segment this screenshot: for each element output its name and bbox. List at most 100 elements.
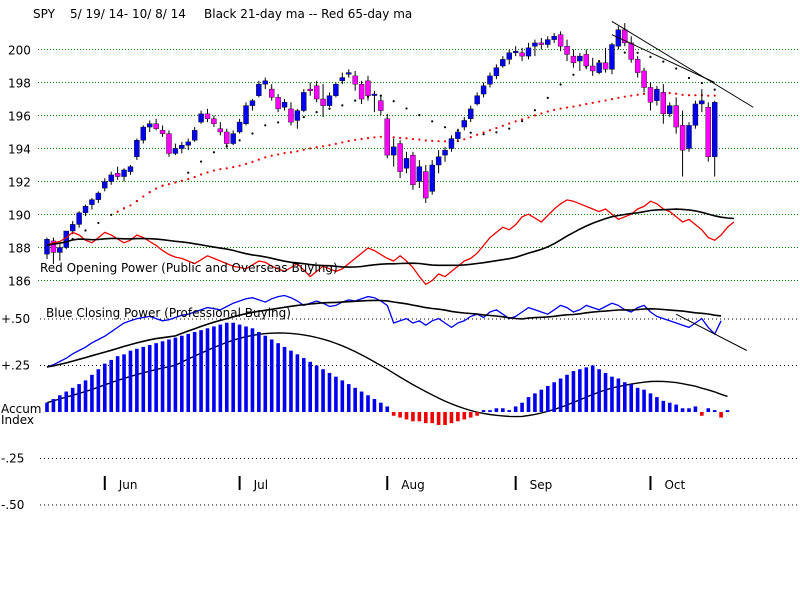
accum-bar-positive [366, 395, 370, 412]
candle-up [147, 123, 153, 128]
accum-bar-negative [449, 412, 454, 424]
month-label: Sep [530, 478, 553, 492]
accum-bar-positive [282, 346, 287, 412]
accum-bar-positive [212, 326, 216, 412]
month-label: Aug [401, 478, 424, 492]
accum-bar-positive [199, 330, 203, 412]
accum-bar-negative [436, 412, 441, 426]
ma65-dot [283, 151, 286, 155]
price-tick-label: 198 [8, 77, 31, 91]
power-lines [46, 199, 735, 418]
ma65-dot [642, 92, 646, 95]
candle-down [519, 52, 525, 57]
accum-bar-positive [488, 410, 492, 412]
accum-bar-negative [423, 412, 428, 424]
accum-bar-positive [250, 328, 255, 412]
ma21-dot [341, 104, 344, 107]
candle-down [570, 55, 577, 63]
accum-bar-positive [610, 376, 614, 412]
ma21-dot [482, 133, 485, 136]
candle-down [217, 128, 224, 133]
price-downtrend-line [611, 21, 754, 108]
accum-bar-positive [58, 395, 62, 412]
accum-bar-positive [45, 402, 49, 412]
accum-ma-line [46, 332, 728, 418]
ma65-dot [546, 110, 549, 113]
price-channel-line [611, 34, 715, 83]
accum-bar-positive [154, 343, 158, 412]
accum-bar-positive [372, 398, 377, 412]
ma65-dot [199, 173, 203, 176]
accum-bar-positive [558, 378, 563, 412]
accum-bar-positive [661, 400, 666, 412]
accum-bar-positive [533, 393, 537, 412]
ma65-dot [540, 112, 543, 115]
candle-down [365, 80, 371, 96]
candle-up [262, 80, 268, 85]
candle-down [114, 173, 121, 177]
accum-bar-negative [411, 412, 415, 422]
accum-bar-positive [244, 326, 248, 412]
candle-up [44, 239, 50, 255]
candle-down [564, 46, 570, 55]
date-range-label: 5/ 19/ 14- 10/ 8/ 14 [70, 7, 186, 21]
blue-closing-power-line [46, 294, 722, 368]
accum-bar-positive [725, 410, 730, 412]
accum-bar-positive [629, 384, 634, 412]
ma21-dot [469, 131, 472, 134]
accum-bar-negative [443, 412, 447, 426]
accum-bar-positive [520, 402, 524, 412]
accum-bar-positive [122, 354, 126, 412]
accum-bar-negative [468, 412, 473, 418]
ma65-dot [476, 133, 479, 136]
accum-bar-positive [693, 406, 698, 412]
candle-up [429, 164, 435, 192]
accum-level-label: +.25 [1, 359, 30, 373]
candle-down [153, 123, 159, 129]
candle-up [230, 133, 236, 144]
candle-down [641, 70, 647, 88]
accum-bar-positive [712, 410, 717, 412]
ma65-dot [508, 122, 511, 125]
accum-bar-positive [353, 387, 357, 412]
candle-down [590, 65, 596, 72]
ma65-dot [687, 94, 691, 97]
ma65-dot [232, 166, 235, 169]
accum-bar-positive [90, 374, 94, 412]
accum-bar-positive [501, 408, 505, 412]
accum-bar-positive [552, 382, 556, 412]
ma65-dot [264, 156, 267, 159]
candle-down [224, 131, 230, 144]
red-power-ma-line [46, 208, 734, 268]
candle-up [121, 169, 127, 177]
ma65-dot [681, 93, 684, 96]
accum-bar-positive [308, 361, 313, 412]
candle-down [538, 42, 545, 45]
accum-bar-positive [597, 369, 601, 412]
accum-bar-positive [334, 376, 338, 412]
accum-bar-positive [494, 408, 499, 412]
ma65-dot [148, 191, 151, 194]
candle-up [686, 125, 692, 149]
accum-bar-positive [571, 371, 576, 412]
ma65-dot [167, 183, 171, 186]
accum-bar-positive [578, 369, 582, 412]
ma21-dot [110, 213, 113, 216]
ma21-dot [187, 171, 190, 174]
ma21-dot [687, 76, 691, 80]
candle-down [378, 100, 384, 111]
ma65-dot [585, 102, 588, 106]
ma21-dot [302, 115, 305, 119]
candle-up [108, 174, 114, 182]
candle-up [692, 103, 699, 126]
ma21-dot [572, 73, 575, 76]
ma21-dot [559, 83, 562, 86]
ma21-dot [623, 51, 626, 54]
ma65-dot [533, 114, 537, 117]
ma65-dot [328, 144, 331, 147]
ma65-dot [277, 153, 280, 156]
ma65-dot [142, 195, 145, 198]
ma65-dot [443, 140, 447, 143]
candle-up [532, 42, 538, 47]
accum-bar-negative [700, 412, 704, 416]
